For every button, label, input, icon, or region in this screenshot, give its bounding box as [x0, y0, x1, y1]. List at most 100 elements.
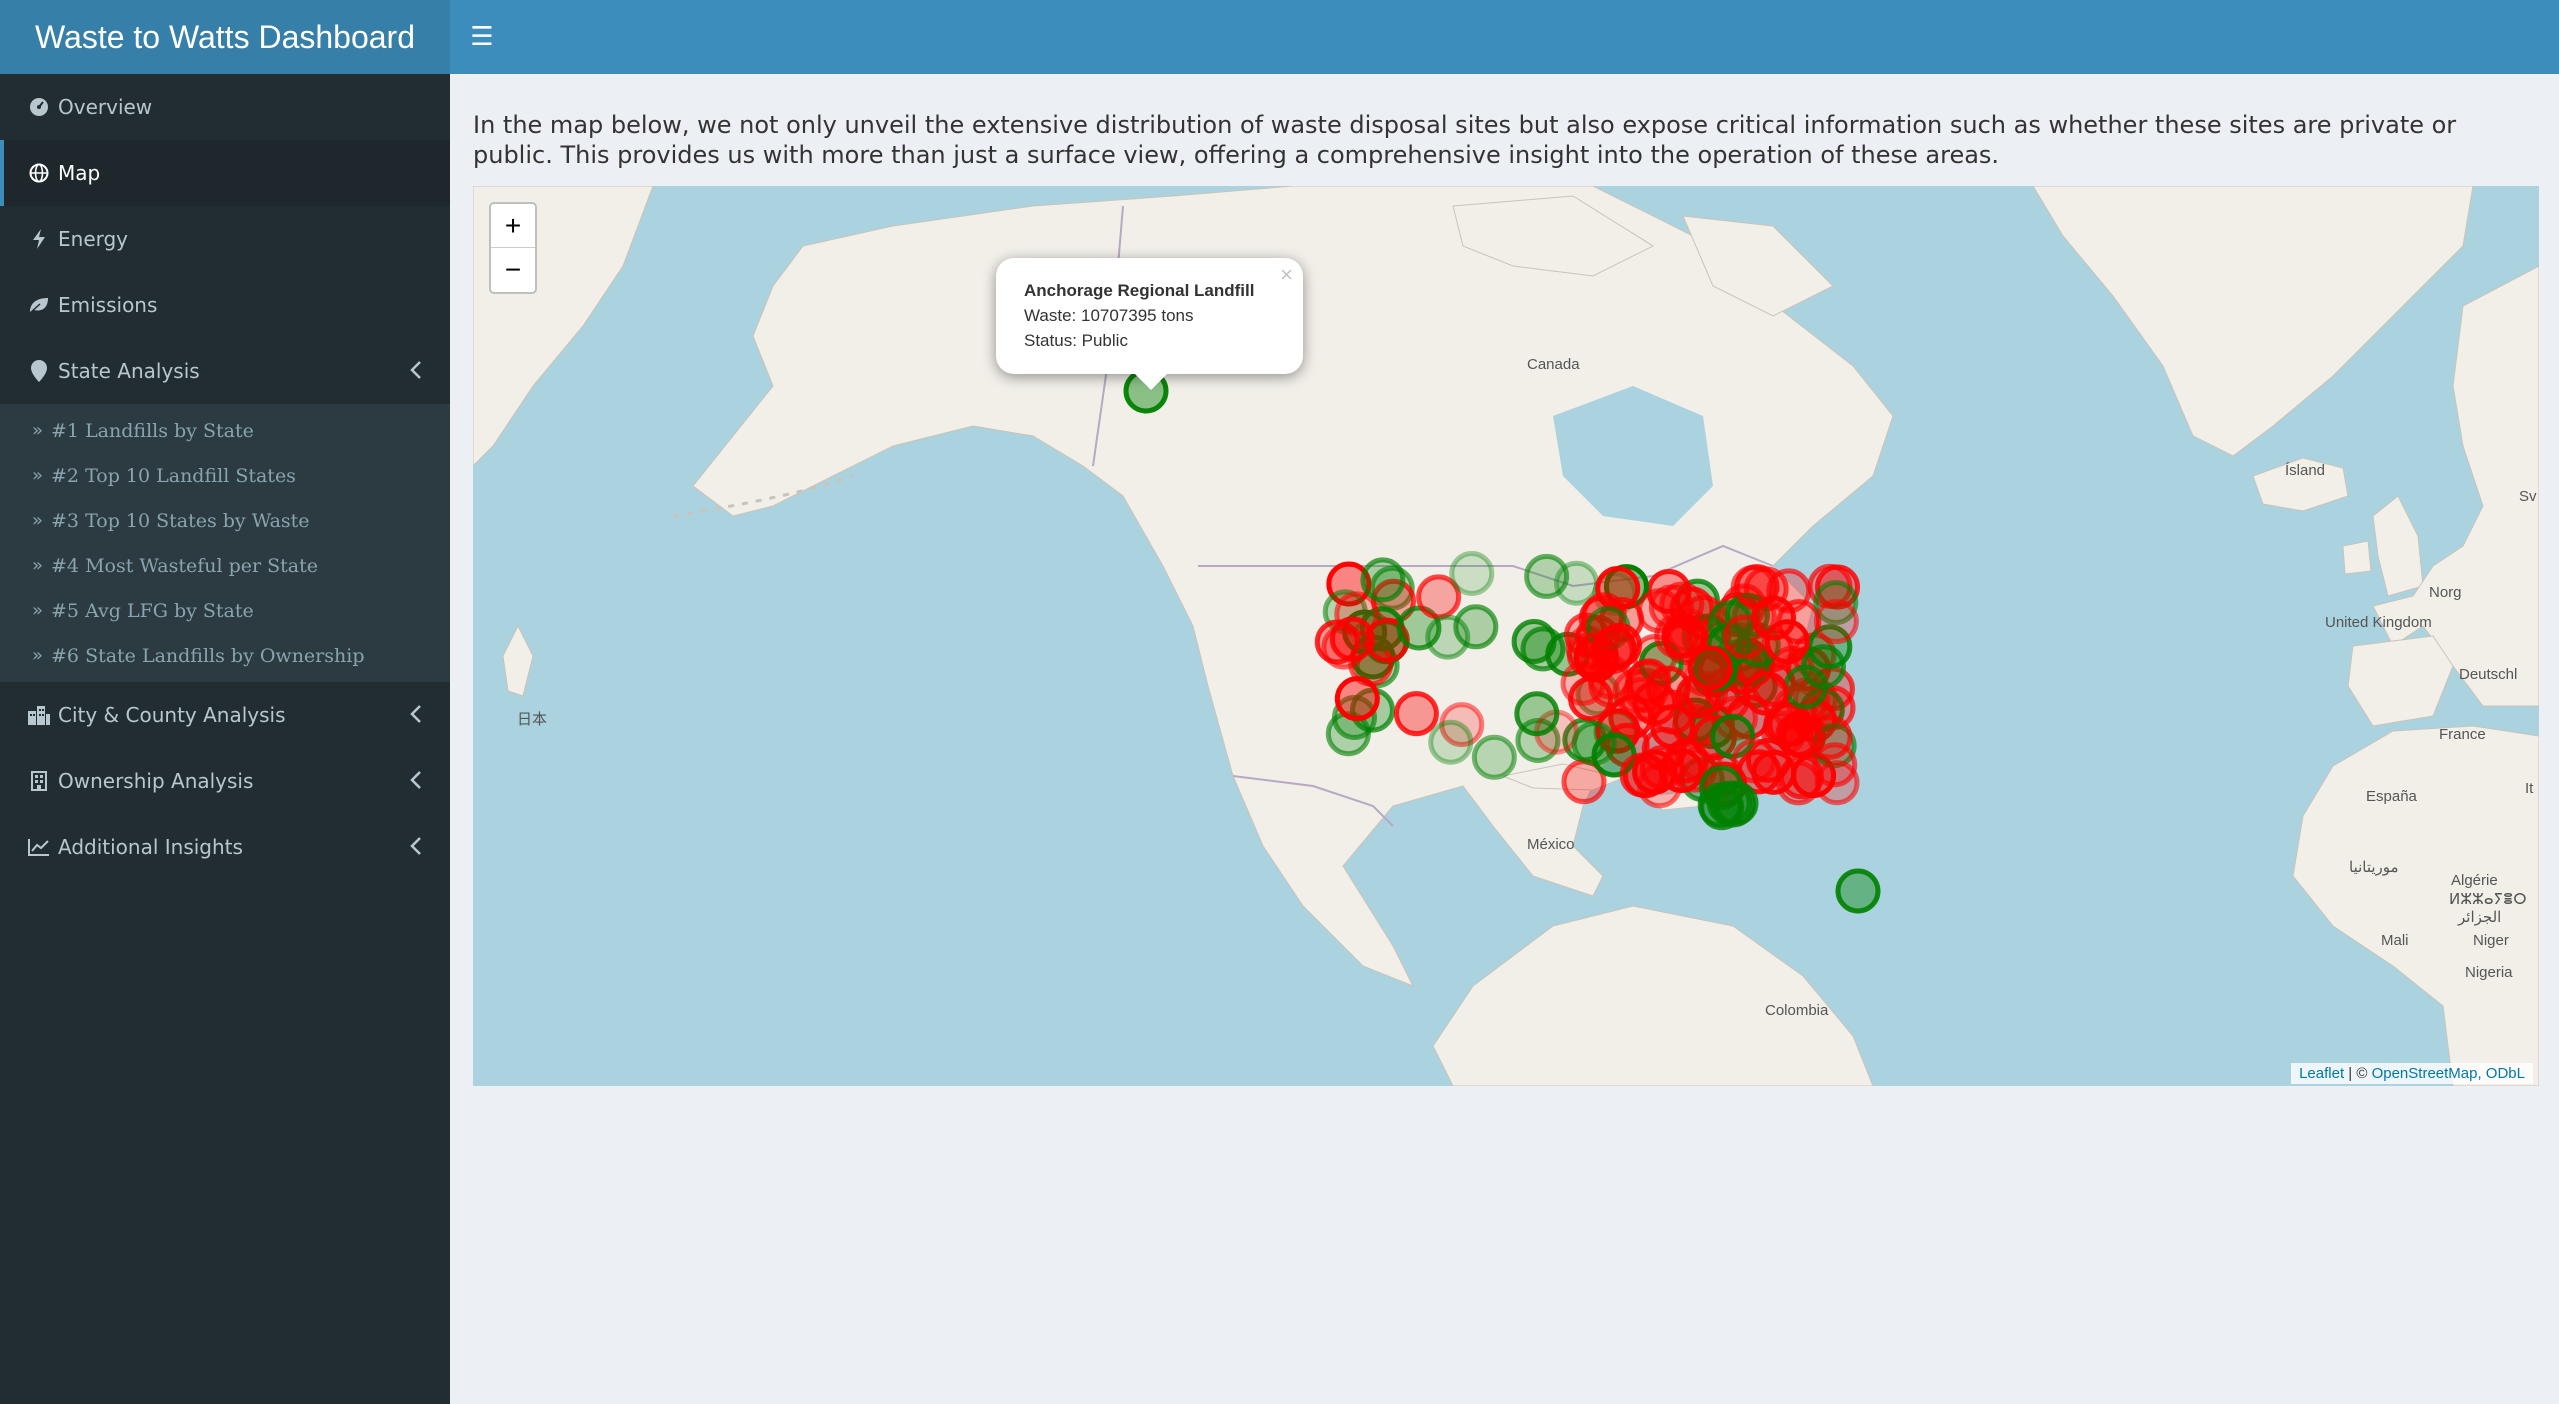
- landfill-marker[interactable]: [1722, 614, 1768, 660]
- map-label-france: France: [2439, 726, 2486, 743]
- landfill-marker[interactable]: [1632, 749, 1678, 795]
- landfill-marker[interactable]: [1393, 691, 1439, 737]
- leaflet-map[interactable]: Canada México Ísland United Kingdom Norg…: [473, 186, 2539, 1086]
- line-chart-icon: [26, 838, 52, 856]
- state-analysis-submenu: » #1 Landfills by State » #2 Top 10 Landfi…: [0, 404, 450, 682]
- landfill-marker[interactable]: [1449, 550, 1495, 596]
- map-label-niger: Niger: [2473, 932, 2509, 949]
- landfill-marker[interactable]: [1511, 618, 1557, 664]
- city-icon: [26, 705, 52, 725]
- landfill-marker[interactable]: [1596, 622, 1642, 668]
- tachometer-icon: [26, 97, 52, 117]
- popup-close-button[interactable]: ×: [1280, 262, 1293, 287]
- sidebar-item-emissions[interactable]: Emissions: [0, 272, 450, 338]
- landfill-marker[interactable]: [1743, 670, 1789, 716]
- landfill-marker[interactable]: [1360, 557, 1406, 603]
- landfill-markers[interactable]: [1123, 368, 1881, 914]
- landfill-marker[interactable]: [1764, 619, 1810, 665]
- landfill-marker[interactable]: [1807, 714, 1853, 760]
- double-chevron-right-icon: »: [32, 420, 44, 441]
- landfill-marker[interactable]: [1524, 553, 1570, 599]
- landfill-marker[interactable]: [1814, 760, 1860, 806]
- sidebar-subitem-label: #3 Top 10 States by Waste: [51, 509, 310, 532]
- map-label-algerie-berber: ⵍⵣⵣⴰⵢⴻⵔ: [2449, 891, 2527, 908]
- popup-tip: [1134, 373, 1168, 390]
- sidebar-toggle-icon[interactable]: ☰: [470, 22, 494, 52]
- sidebar-subitem-avg-lfg[interactable]: » #5 Avg LFG by State: [0, 588, 450, 633]
- map-label-colombia: Colombia: [1765, 1002, 1829, 1019]
- map-label-japan: 日本: [517, 711, 548, 728]
- sidebar-item-energy[interactable]: Energy: [0, 206, 450, 272]
- sidebar-item-additional-insights[interactable]: Additional Insights: [0, 814, 450, 880]
- sidebar-item-map[interactable]: Map: [0, 140, 450, 206]
- zoom-control: + −: [489, 202, 537, 294]
- chevron-left-icon: [410, 836, 422, 861]
- map-label-algerie-arabic: الجزائر: [2458, 909, 2502, 926]
- landfill-marker[interactable]: [1697, 782, 1743, 828]
- map-label-uk: United Kingdom: [2325, 614, 2432, 631]
- landfill-marker[interactable]: [1734, 564, 1780, 610]
- landfill-marker[interactable]: [1334, 676, 1380, 722]
- double-chevron-right-icon: »: [32, 510, 44, 531]
- landfill-marker[interactable]: [1669, 586, 1715, 632]
- map-label-mexico: México: [1527, 836, 1575, 853]
- sidebar-subitem-top-10-states-by-waste[interactable]: » #3 Top 10 States by Waste: [0, 498, 450, 543]
- landfill-marker[interactable]: [1471, 734, 1517, 780]
- landfill-marker[interactable]: [1815, 564, 1861, 610]
- map-attribution: Leaflet | © OpenStreetMap, ODbL: [2291, 1063, 2533, 1084]
- map-label-canada: Canada: [1527, 356, 1580, 373]
- sidebar-item-ownership-analysis[interactable]: Ownership Analysis: [0, 748, 450, 814]
- sidebar-item-label: Map: [58, 161, 101, 185]
- landfill-marker[interactable]: [1428, 719, 1474, 765]
- landfill-marker[interactable]: [1710, 782, 1756, 828]
- sidebar-subitem-top-10-landfill-states[interactable]: » #2 Top 10 Landfill States: [0, 453, 450, 498]
- zoom-out-button[interactable]: −: [504, 254, 522, 285]
- landfill-marker[interactable]: [1761, 710, 1807, 756]
- landfill-marker[interactable]: [1396, 605, 1442, 651]
- chevron-left-icon: [410, 704, 422, 729]
- sidebar-item-label: Overview: [58, 95, 153, 119]
- landfill-marker[interactable]: [1453, 604, 1499, 650]
- sidebar-subitem-landfills-by-ownership[interactable]: » #6 State Landfills by Ownership: [0, 633, 450, 678]
- bolt-icon: [26, 229, 52, 249]
- chevron-left-icon: [410, 360, 422, 385]
- intro-text: In the map below, we not only unveil the…: [473, 111, 2457, 169]
- landfill-marker[interactable]: [1636, 588, 1682, 634]
- sidebar-item-label: Emissions: [58, 293, 158, 317]
- landfill-marker[interactable]: [1416, 574, 1462, 620]
- landfill-marker[interactable]: [1751, 749, 1797, 795]
- landfill-marker[interactable]: [1568, 676, 1614, 722]
- sidebar-subitem-most-wasteful[interactable]: » #4 Most Wasteful per State: [0, 543, 450, 588]
- zoom-in-button[interactable]: +: [491, 204, 535, 248]
- osm-link[interactable]: OpenStreetMap, ODbL: [2371, 1065, 2525, 1082]
- landfill-marker[interactable]: [1439, 702, 1485, 748]
- landfill-marker[interactable]: [1800, 644, 1846, 690]
- marker-popup: × Anchorage Regional Landfill Waste: 107…: [996, 258, 1303, 390]
- landfill-marker[interactable]: [1687, 645, 1733, 691]
- sidebar-item-label: Ownership Analysis: [58, 769, 254, 793]
- map-label-sv: Sv: [2519, 488, 2537, 505]
- sidebar-subitem-landfills-by-state[interactable]: » #1 Landfills by State: [0, 408, 450, 453]
- popup-status: Status: Public: [1024, 331, 1128, 350]
- double-chevron-right-icon: »: [32, 465, 44, 486]
- sidebar-item-city-county-analysis[interactable]: City & County Analysis: [0, 682, 450, 748]
- landfill-marker[interactable]: [1813, 599, 1859, 645]
- map-basemap: [473, 186, 2539, 1086]
- sidebar-item-state-analysis[interactable]: State Analysis: [0, 338, 450, 404]
- sidebar-item-overview[interactable]: Overview: [0, 74, 450, 140]
- landfill-marker[interactable]: [1835, 868, 1881, 914]
- landfill-marker[interactable]: [1736, 749, 1782, 795]
- landfill-marker[interactable]: [1766, 568, 1812, 614]
- map-label-espana: España: [2366, 788, 2417, 805]
- building-icon: [26, 771, 52, 791]
- map-marker-icon: [26, 360, 52, 382]
- navbar: ☰: [450, 0, 2559, 74]
- app-title[interactable]: Waste to Watts Dashboard: [0, 0, 450, 74]
- map-label-mauritania: موريتانيا: [2349, 859, 2399, 876]
- leaflet-link[interactable]: Leaflet: [2299, 1065, 2345, 1082]
- leaf-icon: [26, 296, 52, 314]
- globe-icon: [26, 163, 52, 183]
- landfill-marker[interactable]: [1624, 660, 1670, 706]
- landfill-marker[interactable]: [1329, 616, 1375, 662]
- landfill-marker[interactable]: [1514, 691, 1560, 737]
